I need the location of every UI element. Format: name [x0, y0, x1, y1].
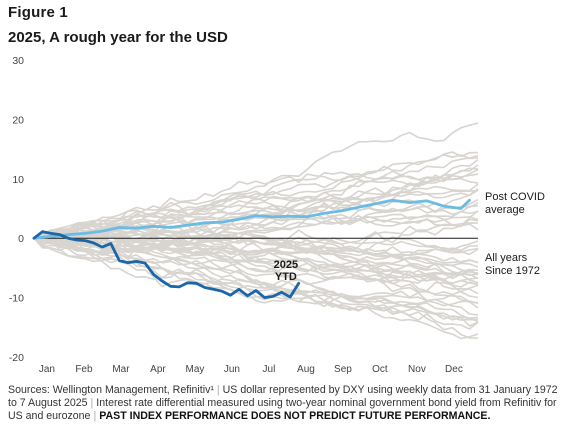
footnote: Sources: Wellington Management, Refiniti… — [8, 384, 558, 422]
historical-year-line — [33, 168, 479, 242]
historical-year-line — [33, 189, 479, 239]
all-years-label: All years — [485, 252, 528, 264]
historical-year-line — [33, 237, 479, 320]
y-tick-label: 30 — [12, 55, 24, 67]
footnote-disclaimer: PAST INDEX PERFORMANCE DOES NOT PREDICT … — [99, 410, 491, 422]
ytd-2025-label: 2025 — [274, 259, 298, 271]
x-tick-label: Jan — [39, 364, 55, 375]
y-tick-label: 0 — [18, 233, 24, 245]
historical-year-line — [34, 154, 479, 239]
y-tick-label: -10 — [9, 293, 24, 305]
post-covid-label: Post COVID — [485, 191, 545, 203]
x-tick-label: Oct — [372, 364, 388, 375]
x-tick-label: Aug — [297, 364, 315, 375]
ytd-2025-label: YTD — [275, 271, 297, 283]
historical-year-line — [33, 209, 479, 253]
x-tick-label: May — [185, 364, 204, 375]
post-covid-average-line — [32, 198, 471, 240]
post-covid-label: average — [485, 204, 525, 216]
y-tick-label: 20 — [12, 114, 24, 126]
footnote-note1: US dollar represented by DXY using weekl… — [8, 384, 558, 409]
historical-year-line — [33, 225, 479, 296]
historical-year-line — [33, 237, 479, 340]
y-tick-label: 10 — [12, 174, 24, 186]
ytd-2025-line — [32, 230, 301, 299]
footnote-note2: Interest rate differential measured usin… — [8, 397, 557, 422]
x-tick-label: Jun — [224, 364, 240, 375]
historical-year-line — [33, 236, 479, 278]
y-tick-label: -20 — [9, 352, 24, 364]
x-tick-label: Sep — [334, 364, 352, 375]
historical-year-line — [33, 174, 479, 240]
x-tick-label: Feb — [75, 364, 93, 375]
x-tick-label: Mar — [112, 364, 130, 375]
historical-year-line — [33, 236, 479, 256]
historical-year-line — [33, 183, 479, 239]
historical-year-line — [33, 230, 479, 299]
chart-title: 2025, A rough year for the USD — [8, 29, 228, 46]
historical-year-line — [33, 235, 479, 294]
x-tick-label: Jul — [263, 364, 276, 375]
all-years-label: Since 1972 — [485, 265, 540, 277]
x-tick-label: Dec — [445, 364, 463, 375]
historical-year-line — [33, 237, 479, 309]
usd-line-chart: -20 -10 0 10 20 30 Jan Feb Mar Apr May Jun Jul Aug Sep… — [9, 55, 545, 375]
historical-year-line — [33, 213, 479, 250]
x-tick-label: Apr — [150, 364, 166, 375]
x-tick-label: Nov — [408, 364, 426, 375]
footnote-sources: Sources: Wellington Management, Refiniti… — [8, 384, 214, 396]
figure-label: Figure 1 — [8, 4, 68, 21]
